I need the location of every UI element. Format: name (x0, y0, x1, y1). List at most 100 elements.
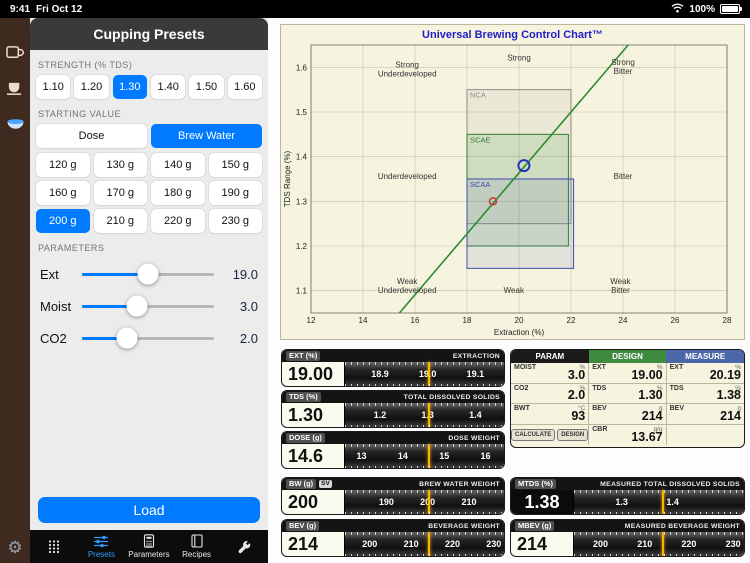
strength-option-1.20[interactable]: 1.20 (74, 75, 109, 99)
tape-number: 210 (403, 539, 419, 550)
mode-espresso-button[interactable] (4, 82, 26, 100)
readout-tape[interactable]: 190200210 (344, 490, 504, 514)
readout-body: 214 200 210 220 230 (511, 532, 744, 556)
readout-tape[interactable]: 200 210 220 230 (344, 532, 504, 556)
tape-indicator (427, 490, 430, 514)
svg-text:SCAE: SCAE (470, 135, 490, 144)
slider-thumb[interactable] (137, 263, 159, 285)
strength-option-1.30[interactable]: 1.30 (112, 75, 147, 99)
strength-option-1.40[interactable]: 1.40 (150, 75, 186, 99)
slider-thumb[interactable] (116, 327, 138, 349)
slider-thumb[interactable] (126, 295, 148, 317)
param-cell-value: 1.30 (638, 388, 663, 403)
tape-indicator (427, 444, 430, 468)
readout-tape[interactable]: 1.3 1.4 (573, 490, 744, 514)
starting-value-modes: Dose Brew Water (30, 124, 268, 148)
param-cell-unit: % (656, 384, 663, 392)
param-cell-label: BEV (592, 405, 607, 413)
cupping-bowl-icon (5, 116, 26, 138)
tape-number: 210 (461, 497, 477, 508)
weight-option-180g[interactable]: 180 g (151, 181, 205, 205)
tape-number: 200 (593, 539, 609, 550)
panel-title: Cupping Presets (30, 18, 268, 50)
param-cell-value: 19.00 (631, 367, 663, 382)
weight-option-170g[interactable]: 170 g (93, 181, 147, 205)
mode-drip-button[interactable] (4, 46, 26, 64)
svg-text:Underdeveloped: Underdeveloped (378, 286, 437, 295)
weight-option-210g[interactable]: 210 g (93, 209, 147, 233)
readout-dose: DOSE (g) DOSE WEIGHT 14.6 13 14 15 16 (281, 431, 505, 469)
slider-track[interactable] (82, 327, 214, 349)
svg-text:1.1: 1.1 (296, 287, 308, 296)
readout-tape[interactable]: 13 14 15 16 (344, 444, 504, 468)
design-button[interactable]: DESIGN (557, 429, 589, 442)
slider-label: Ext (40, 266, 59, 282)
weight-option-120g[interactable]: 120 g (36, 153, 90, 177)
weight-options: 120 g 130 g 140 g 150 g 160 g 170 g 180 g 190 g… (30, 148, 268, 233)
slider-track[interactable] (82, 263, 214, 285)
slider-value: 3.0 (239, 298, 258, 314)
weight-option-190g[interactable]: 190 g (208, 181, 262, 205)
tab-keypad[interactable] (30, 530, 78, 563)
book-icon (190, 534, 204, 548)
parameters-section-label: PARAMETERS (38, 243, 105, 253)
readout-label: MTDS (%) (515, 479, 556, 489)
tape-number: 230 (725, 539, 741, 550)
tape-number: 19.1 (466, 369, 485, 380)
calculate-button[interactable]: CALCULATE (511, 429, 556, 442)
slider-track[interactable] (82, 295, 214, 317)
gear-icon[interactable]: ⚙ (7, 538, 23, 557)
slider-co2: CO2 2.0 (30, 322, 268, 354)
tab-recipes[interactable]: Recipes (173, 530, 221, 563)
weight-option-230g[interactable]: 230 g (208, 209, 262, 233)
starting-value-dose[interactable]: Dose (36, 124, 147, 148)
tape-number: 1.3 (615, 497, 628, 508)
tab-tools[interactable] (220, 530, 268, 563)
presets-panel: Cupping Presets STRENGTH (% TDS) 1.10 1.2… (30, 18, 268, 530)
param-cell-label: CBR (592, 425, 608, 433)
weight-option-130g[interactable]: 130 g (93, 153, 147, 177)
param-cell-label: EXT (669, 364, 684, 371)
status-left: 9:41 Fri Oct 12 (10, 4, 82, 15)
weight-option-150g[interactable]: 150 g (208, 153, 262, 177)
readout-tape[interactable]: 1.21.31.4 (344, 403, 504, 427)
svg-text:12: 12 (307, 316, 316, 325)
strength-option-1.60[interactable]: 1.60 (227, 75, 262, 99)
readout-tape[interactable]: 200 210 220 230 (573, 532, 744, 556)
weight-option-140g[interactable]: 140 g (151, 153, 205, 177)
load-button[interactable]: Load (38, 497, 260, 523)
readout-value: 214 (288, 533, 319, 554)
slider-fill (82, 304, 138, 308)
tape-indicator (662, 532, 665, 556)
tape-indicator (427, 362, 430, 386)
strength-option-1.10[interactable]: 1.10 (36, 75, 71, 99)
mode-cupping-button[interactable] (4, 118, 26, 136)
readout-header: MTDS (%) MEASURED TOTAL DISSOLVED SOLIDS (511, 478, 744, 490)
starting-value-brew-water[interactable]: Brew Water (151, 124, 262, 148)
param-cell-value: 93 (571, 408, 586, 423)
weight-option-160g[interactable]: 160 g (36, 181, 90, 205)
svg-text:Bitter: Bitter (614, 172, 633, 181)
readout-value: 1.30 (288, 404, 324, 425)
readout-caption: MEASURED TOTAL DISSOLVED SOLIDS (600, 480, 740, 488)
svg-text:Strong: Strong (507, 54, 531, 63)
strength-section-label: STRENGTH (% TDS) (38, 60, 133, 70)
readout-caption: BREW WATER WEIGHT (419, 480, 500, 488)
strength-option-1.50[interactable]: 1.50 (189, 75, 224, 99)
readout-tape[interactable]: 18.919.019.1 (344, 362, 504, 386)
tape-number: 1.2 (373, 410, 387, 421)
battery-icon (720, 4, 742, 14)
tab-presets[interactable]: Presets (78, 530, 126, 563)
slider-fill (82, 336, 127, 340)
tab-parameters[interactable]: Parameters (125, 530, 173, 563)
readout-body: 1.38 1.3 1.4 (511, 490, 744, 514)
svg-text:SCAA: SCAA (470, 180, 490, 189)
svg-text:Bitter: Bitter (611, 286, 630, 295)
readout-caption: BEVERAGE WEIGHT (428, 522, 500, 530)
weight-option-220g[interactable]: 220 g (151, 209, 205, 233)
param-cell-label: EXT (592, 364, 606, 371)
tab-label: Parameters (128, 550, 170, 559)
weight-option-200g[interactable]: 200 g (36, 209, 90, 233)
tab-bar: Presets Parameters Recipes (30, 530, 268, 563)
main-area: 12 14 16 18 20 22 24 26 28 1.1 1.2 1.3 1.4 1.5 1.6 NCA S… (268, 18, 750, 563)
